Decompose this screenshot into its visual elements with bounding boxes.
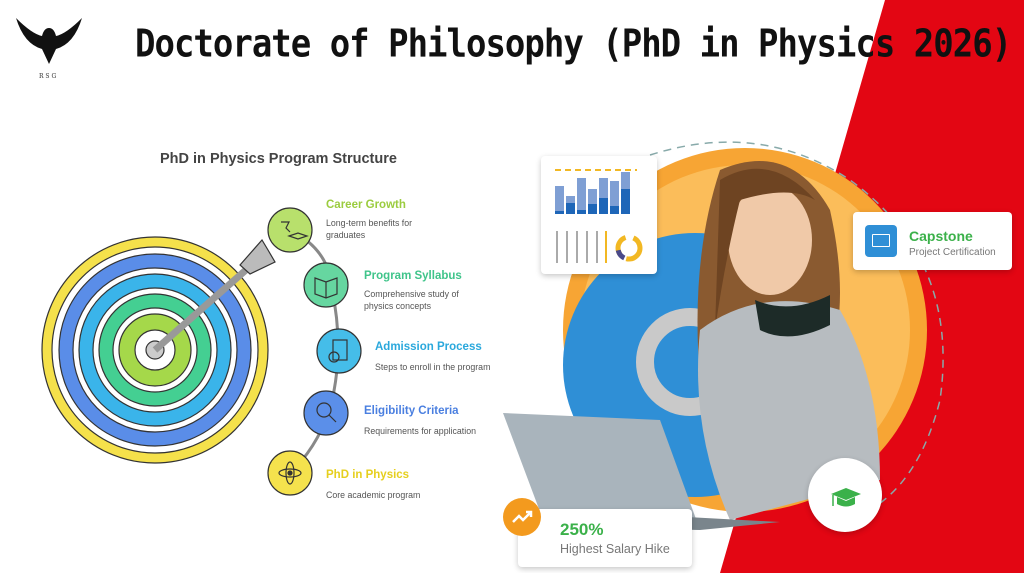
step-desc: Long-term benefits for graduates	[326, 218, 413, 240]
analytics-card	[541, 156, 657, 274]
atom-icon	[278, 461, 302, 485]
capstone-card: Capstone Project Certification	[853, 212, 1012, 270]
step-title: PhD in Physics	[326, 469, 410, 481]
step-title: Admission Process	[375, 341, 482, 353]
step-title: Career Growth	[326, 199, 406, 211]
step-phd-in-physics: PhD in Physics Core academic program	[326, 469, 466, 501]
trend-up-icon	[503, 498, 541, 536]
logo-text: R S G	[39, 73, 57, 80]
step-desc: Comprehensive study of physics concepts	[364, 289, 459, 311]
bar-chart-icon	[555, 169, 643, 263]
salary-card: 250% Highest Salary Hike	[518, 509, 692, 567]
clipboard-check-icon	[328, 339, 348, 363]
step-title: Program Syllabus	[364, 270, 462, 282]
step-admission-process: Admission Process Steps to enroll in the…	[375, 341, 515, 373]
pin-graduation-icon	[281, 221, 309, 240]
person-search-icon	[316, 402, 337, 423]
step-desc: Steps to enroll in the program	[375, 362, 491, 372]
step-career-growth: Career Growth Long-term benefits for gra…	[326, 199, 426, 241]
capstone-title: Capstone	[909, 228, 973, 244]
salary-value: 250%	[560, 520, 604, 539]
capstone-subtitle: Project Certification	[909, 247, 996, 258]
logo	[16, 18, 82, 64]
salary-label: Highest Salary Hike	[560, 542, 670, 556]
infographic-title: PhD in Physics Program Structure	[160, 151, 397, 167]
certificate-icon	[865, 225, 897, 257]
graduation-cap-icon	[808, 458, 882, 532]
step-program-syllabus: Program Syllabus Comprehensive study of …	[364, 270, 474, 312]
eagle-icon	[16, 18, 82, 64]
target-illustration	[41, 236, 276, 464]
book-icon	[314, 277, 338, 299]
step-title: Eligibility Criteria	[364, 405, 459, 417]
step-desc: Core academic program	[326, 490, 421, 500]
page-title: Doctorate of Philosophy (PhD in Physics …	[135, 22, 1012, 67]
step-eligibility-criteria: Eligibility Criteria Requirements for ap…	[364, 405, 504, 437]
step-circles	[267, 207, 362, 496]
laptop	[503, 413, 700, 530]
step-desc: Requirements for application	[364, 426, 476, 436]
